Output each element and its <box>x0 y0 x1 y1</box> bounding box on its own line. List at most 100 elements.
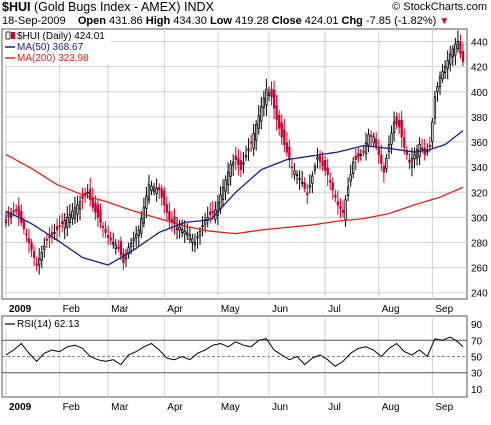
candle-body <box>76 204 79 215</box>
candle-body <box>170 218 174 223</box>
candle-body <box>89 188 92 201</box>
candle-body <box>50 232 54 236</box>
candle-body <box>38 258 41 266</box>
candle-body <box>285 142 288 153</box>
candle-body <box>237 158 240 166</box>
candle-body <box>260 106 263 122</box>
candle-body <box>410 157 414 168</box>
candle-body <box>334 194 337 198</box>
rsi-y-tick-label: 70 <box>471 336 483 347</box>
candle-body <box>163 190 166 206</box>
candle-body <box>369 135 373 137</box>
candle-body <box>206 216 209 220</box>
candle-body <box>66 216 69 228</box>
candle-body <box>377 146 380 155</box>
candle-body <box>341 209 345 213</box>
price-y-tick-label: 260 <box>471 264 488 275</box>
high-value: 434.30 <box>173 15 207 27</box>
rsi-month-label: Mar <box>111 402 129 413</box>
candle-body <box>278 114 281 129</box>
candle-body <box>183 230 186 235</box>
candle-body <box>446 59 449 69</box>
candle-body <box>249 141 253 144</box>
candle-body <box>244 155 248 158</box>
candle-body <box>216 201 220 216</box>
candle-body <box>186 232 189 236</box>
candle-body <box>293 170 296 175</box>
candle-body <box>142 206 146 224</box>
rsi-y-tick-label: 30 <box>471 369 483 380</box>
candle-body <box>375 138 378 147</box>
price-month-label: Feb <box>63 304 81 315</box>
candle-body <box>326 167 329 176</box>
candle-body <box>321 161 324 167</box>
candle-body <box>408 159 411 163</box>
candle-body <box>283 129 286 145</box>
candle-body <box>454 43 457 56</box>
candle-body <box>196 236 199 239</box>
candle-body <box>428 144 431 148</box>
candle-body <box>32 250 36 258</box>
candle-body <box>43 245 46 250</box>
price-y-tick-label: 440 <box>471 38 488 49</box>
candle-body <box>359 154 363 157</box>
candle-body <box>339 205 342 209</box>
candle-body <box>352 161 355 174</box>
high-label: High <box>145 15 171 27</box>
candle-body <box>132 238 135 242</box>
candle-body <box>426 150 429 153</box>
candle-body <box>303 182 306 189</box>
price-y-tick-label: 340 <box>471 163 488 174</box>
rsi-legend-label: RSI(14) 62.13 <box>17 319 80 330</box>
candle-body <box>158 186 161 191</box>
candle-body <box>239 160 243 171</box>
candle-body <box>122 252 125 263</box>
price-y-tick-label: 300 <box>471 213 488 224</box>
price-month-label: Jun <box>272 304 288 315</box>
candle-body <box>27 238 31 243</box>
price-month-label: Mar <box>111 304 129 315</box>
candle-body <box>395 116 398 125</box>
candle-body <box>119 241 123 256</box>
candle-body <box>329 180 332 183</box>
candle-body <box>357 152 360 158</box>
candle-body <box>415 149 419 159</box>
chg-label: Chg <box>341 15 363 27</box>
candle-body <box>344 199 347 221</box>
candle-body <box>201 225 204 227</box>
candle-body <box>300 181 304 184</box>
candle-body <box>403 136 406 148</box>
candle-body <box>160 188 163 198</box>
candle-body <box>30 242 33 251</box>
close-label: Close <box>271 15 302 27</box>
quote-line: 18-Sep-2009 Open 431.86 High 434.30 Low … <box>2 15 449 27</box>
candle-body <box>61 221 64 225</box>
chg-value: -7.85 (-1.82%) <box>365 15 437 27</box>
candle-body <box>290 166 294 169</box>
candle-body <box>55 226 59 231</box>
candle-body <box>318 155 322 162</box>
candle-body <box>420 147 424 150</box>
rsi-month-label: Apr <box>167 402 183 413</box>
candle-body <box>117 246 120 249</box>
candle-body <box>191 238 194 243</box>
candle-body <box>362 150 365 153</box>
rsi-line <box>5 336 464 367</box>
symbol: $HUI <box>2 0 31 14</box>
candle-body <box>323 159 327 171</box>
candle-body <box>433 96 437 119</box>
rsi-y-tick-label: 10 <box>471 385 483 396</box>
ma200-line <box>5 154 464 235</box>
candle-body <box>275 105 278 120</box>
candle-body <box>25 233 28 236</box>
price-y-tick-label: 380 <box>471 113 488 124</box>
candle-body <box>48 236 51 239</box>
candle-body <box>234 155 237 161</box>
candle-body <box>451 48 454 58</box>
candle-body <box>109 237 112 241</box>
price-panel <box>1 28 468 300</box>
candle-body <box>400 119 403 138</box>
candle-body <box>306 192 309 196</box>
candle-body <box>114 244 117 249</box>
